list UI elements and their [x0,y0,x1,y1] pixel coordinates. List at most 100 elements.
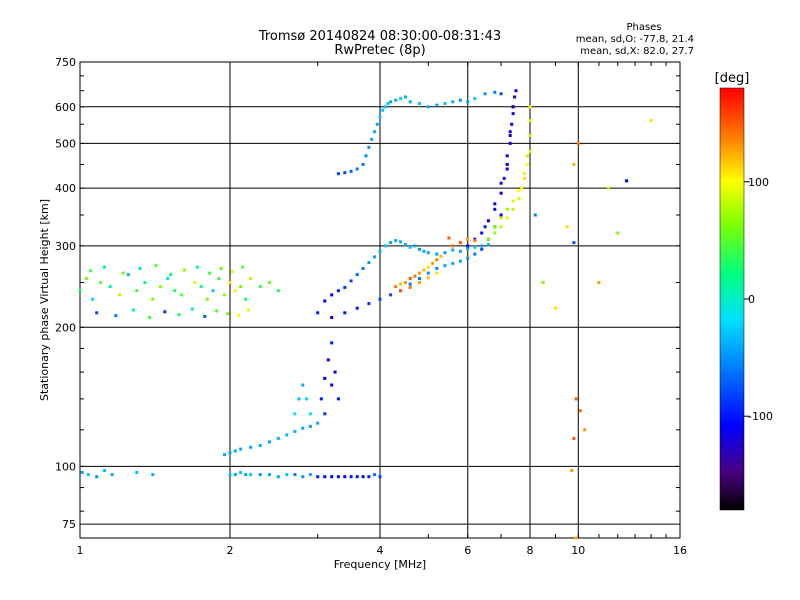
data-point [323,299,327,303]
data-point [451,100,455,104]
x-tick-label: 1 [77,544,84,557]
data-point [447,236,451,240]
data-point [541,281,545,284]
data-point [247,308,251,312]
data-point [499,213,503,217]
data-point [233,473,237,477]
data-point [574,397,578,401]
data-point [308,473,312,477]
data-point [349,279,353,283]
data-point [297,397,301,401]
x-axis-label: Frequency [MHz] [334,558,426,571]
data-point [389,241,393,245]
data-point [404,95,407,99]
data-point [399,240,403,244]
data-point [439,254,443,258]
data-point [316,421,320,425]
data-point [502,176,506,180]
data-point [244,473,248,477]
data-point [326,358,330,362]
data-point [389,100,393,104]
data-point [370,137,374,141]
data-point [570,469,574,472]
data-point [435,103,439,107]
data-point [316,311,320,315]
y-tick-label: 75 [62,518,76,531]
data-point [336,475,340,479]
data-point [230,270,234,274]
y-tick-label: 500 [55,137,76,150]
data-point [276,289,280,293]
data-point [180,293,184,297]
phases-heading: Phases [626,22,661,33]
data-point [193,281,197,284]
data-point [89,269,93,273]
data-point [301,475,305,479]
data-point [378,475,382,479]
data-point [285,473,289,477]
x-axis-ticks: 1 2 4 6 8 10 16 [77,62,687,557]
data-point [355,167,359,171]
colorbar-gradient [719,87,745,511]
data-point [108,285,112,289]
data-point [118,293,121,297]
data-point [276,475,280,479]
data-point [511,112,515,116]
data-point [525,163,529,166]
data-point [649,119,653,123]
y-tick-label: 600 [55,101,76,114]
data-point [293,430,297,433]
data-points [78,89,653,540]
data-point [404,243,407,247]
data-point [305,397,309,401]
data-point [336,172,340,176]
y-tick-label: 200 [55,321,76,334]
data-point [451,248,455,252]
data-point [381,108,385,112]
data-point [383,105,387,109]
data-point [148,316,152,319]
data-point [486,219,490,223]
x-tick-label: 16 [673,544,687,557]
data-point [276,436,280,440]
y-tick-label: 400 [55,182,76,195]
data-point [389,293,393,297]
data-point [511,199,515,203]
data-point [418,281,421,284]
data-point [426,271,430,275]
data-point [190,307,194,311]
data-point [258,285,262,289]
data-point [343,171,347,175]
data-point [435,271,439,275]
data-point [258,444,262,447]
data-point [367,475,371,479]
data-point [211,289,215,293]
data-point [226,312,230,316]
data-point [121,271,125,275]
data-point [574,536,578,540]
data-point [511,207,515,211]
data-point [355,273,359,277]
x-tick-label: 4 [377,544,384,557]
data-point [480,247,484,251]
data-point [458,259,462,263]
data-point [505,207,509,211]
data-point [364,154,368,158]
data-point [523,176,526,180]
data-point [249,445,253,449]
data-point [473,245,477,249]
data-point [508,141,512,145]
data-point [268,281,271,284]
data-point [330,316,334,319]
data-point [333,370,337,374]
data-point [166,277,170,280]
data-point [413,274,417,278]
data-point [319,397,323,401]
data-point [528,150,532,154]
data-point [616,231,620,235]
data-point [205,297,209,301]
data-point [480,244,484,248]
data-point [138,267,142,270]
data-point [78,289,82,293]
